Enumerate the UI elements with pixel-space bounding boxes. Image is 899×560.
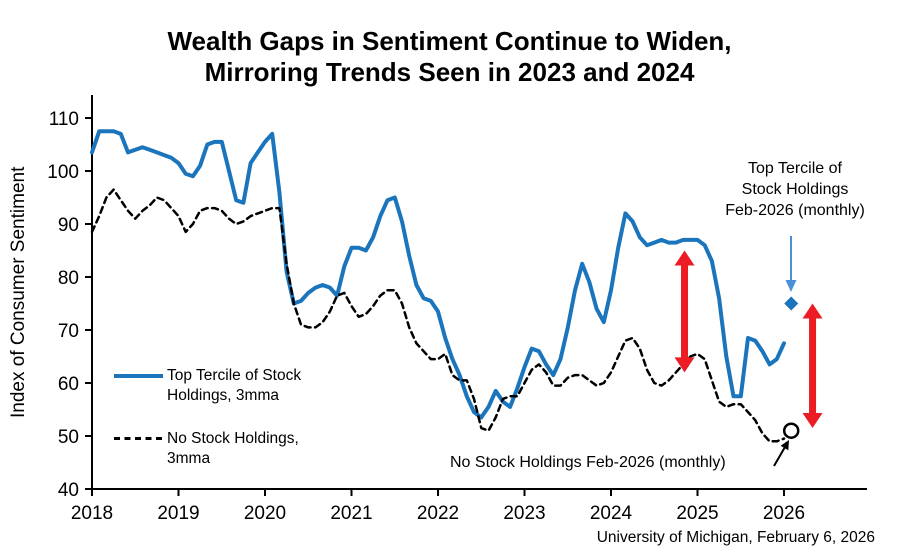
y-tick-label: 80 xyxy=(58,268,79,289)
x-tick-label: 2021 xyxy=(330,503,372,524)
no-stock-3mma-line xyxy=(90,188,786,443)
source-note: University of Michigan, February 6, 2026 xyxy=(596,529,875,546)
y-tick-label: 50 xyxy=(58,427,79,448)
top-tercile-3mma-line xyxy=(90,129,786,420)
annotation-arrowhead-blue xyxy=(785,280,797,292)
chart-title: Wealth Gaps in Sentiment Continue to Wid… xyxy=(0,26,899,88)
y-tick-label: 110 xyxy=(49,109,79,130)
x-tick-label: 2022 xyxy=(417,503,459,524)
legend-label-no-stock: No Stock Holdings, 3mma xyxy=(167,430,299,467)
y-tick-label: 100 xyxy=(47,162,79,183)
annotation-no-stock-feb2026: No Stock Holdings Feb-2026 (monthly) xyxy=(450,454,726,471)
feb2026-top-tercile-marker xyxy=(784,296,799,311)
y-tick-label: 40 xyxy=(58,480,79,501)
legend-line-no-stock xyxy=(114,437,163,440)
x-tick-label: 2026 xyxy=(763,503,805,524)
x-tick-label: 2024 xyxy=(590,503,633,524)
chart-title-line1: Wealth Gaps in Sentiment Continue to Wid… xyxy=(167,26,732,56)
y-tick-label: 70 xyxy=(58,321,79,342)
x-tick-label: 2020 xyxy=(244,503,286,524)
y-tick-label: 60 xyxy=(58,374,79,395)
annotation-arrowhead-black xyxy=(780,440,789,451)
annotation-arrow-black xyxy=(773,446,786,467)
x-tick-label: 2023 xyxy=(503,503,545,524)
annotation-top-tercile-feb2026: Top Tercile of Stock Holdings Feb-2026 (… xyxy=(725,160,865,219)
legend-line-top-tercile xyxy=(114,374,163,378)
gap-arrow-2024 xyxy=(674,250,695,373)
x-tick-label: 2018 xyxy=(71,503,113,524)
legend-label-top-tercile: Top Tercile of Stock Holdings, 3mma xyxy=(167,367,302,404)
y-tick-label: 90 xyxy=(58,215,79,236)
gap-arrow-feb2026 xyxy=(802,303,823,429)
feb2026-no-stock-marker xyxy=(782,422,800,439)
x-tick-label: 2025 xyxy=(676,503,718,524)
x-tick-label: 2019 xyxy=(157,503,199,524)
chart-title-line2: Mirroring Trends Seen in 2023 and 2024 xyxy=(204,57,695,87)
